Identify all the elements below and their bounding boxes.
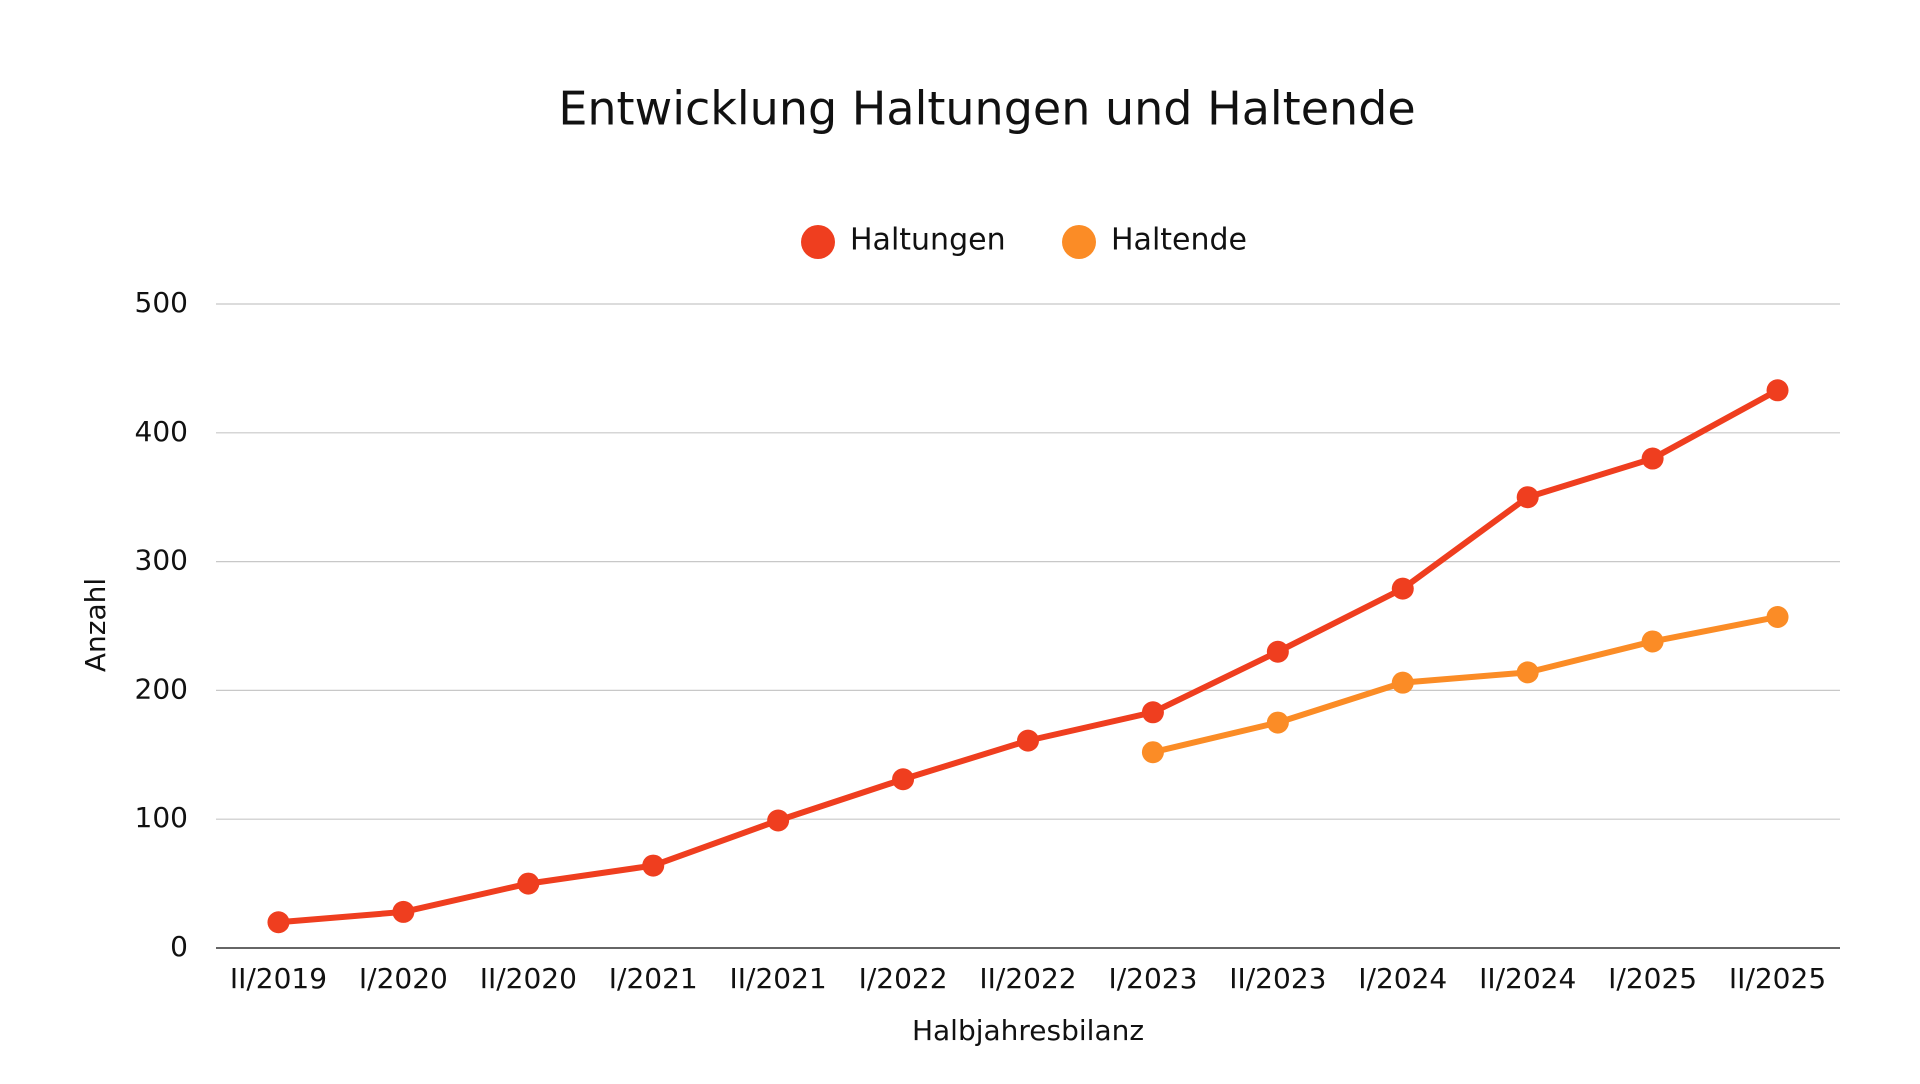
x-tick-label: II/2021 — [730, 962, 827, 995]
y-tick-label: 200 — [135, 672, 188, 705]
data-point — [1141, 701, 1164, 724]
x-tick-label: I/2022 — [859, 962, 948, 995]
x-tick-label: II/2023 — [1229, 962, 1326, 995]
data-point — [1141, 741, 1164, 764]
y-tick-label: 0 — [170, 930, 188, 963]
y-axis-title: Anzahl — [79, 578, 112, 672]
data-point — [892, 768, 915, 791]
x-tick-label: I/2024 — [1358, 962, 1447, 995]
data-point — [1266, 711, 1289, 734]
data-point — [1516, 486, 1539, 509]
data-point — [1641, 447, 1664, 470]
legend-marker — [1062, 225, 1096, 259]
x-tick-label: I/2020 — [359, 962, 448, 995]
x-tick-label: II/2019 — [230, 962, 327, 995]
y-tick-label: 400 — [135, 415, 188, 448]
chart-title: Entwicklung Haltungen und Haltende — [558, 82, 1415, 136]
x-tick-label: II/2025 — [1729, 962, 1826, 995]
legend-label: Haltungen — [850, 223, 1006, 258]
data-point — [1516, 661, 1539, 684]
data-point — [1766, 605, 1789, 628]
x-tick-label: II/2020 — [480, 962, 577, 995]
data-point — [1391, 671, 1414, 694]
data-point — [517, 872, 540, 895]
data-point — [1641, 630, 1664, 653]
data-point — [1266, 640, 1289, 663]
x-tick-label: I/2021 — [609, 962, 698, 995]
data-point — [392, 900, 415, 923]
y-tick-label: 500 — [135, 286, 188, 319]
data-point — [1391, 577, 1414, 600]
x-axis-title: Halbjahresbilanz — [912, 1014, 1144, 1047]
x-tick-label: II/2024 — [1479, 962, 1576, 995]
data-point — [767, 809, 790, 832]
x-tick-label: I/2025 — [1608, 962, 1697, 995]
data-point — [1766, 379, 1789, 402]
series-line — [1152, 614, 1779, 756]
data-point — [1017, 729, 1039, 752]
y-tick-label: 300 — [135, 544, 188, 577]
legend-label: Haltende — [1111, 223, 1247, 258]
y-tick-label: 100 — [135, 801, 188, 834]
x-tick-label: I/2023 — [1108, 962, 1197, 995]
x-tick-label: II/2022 — [979, 962, 1076, 995]
data-point — [267, 911, 290, 934]
legend-marker — [801, 225, 835, 259]
data-point — [642, 854, 665, 877]
